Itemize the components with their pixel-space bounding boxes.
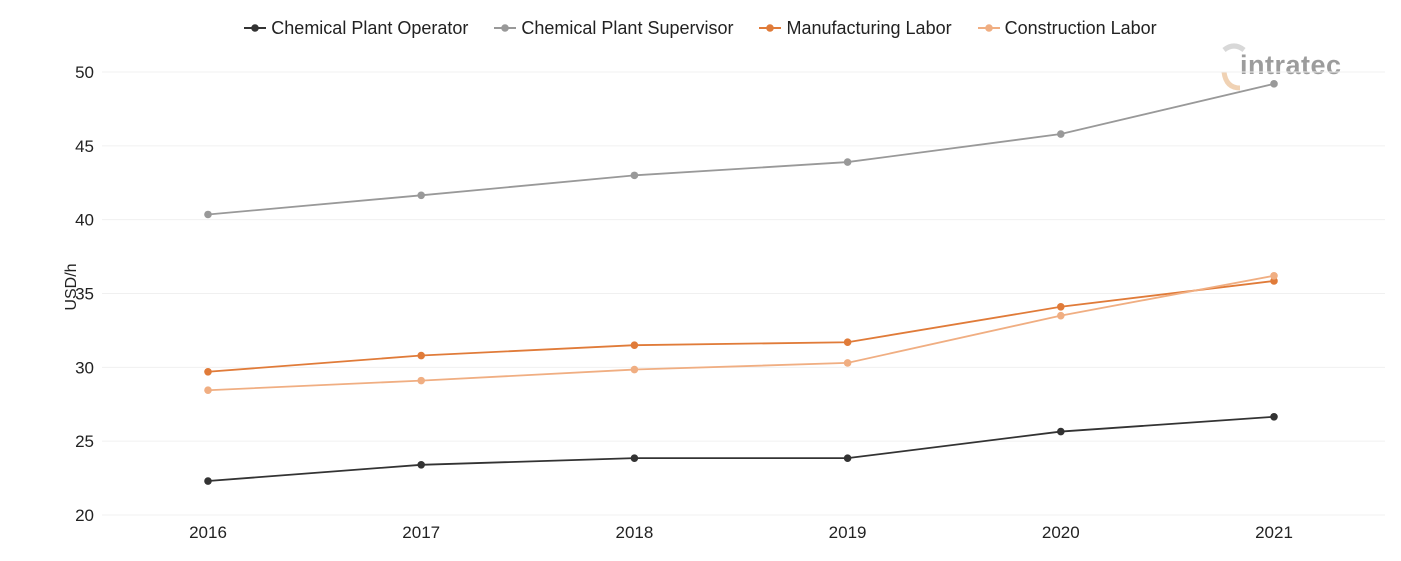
- legend-swatch-dot: [251, 24, 260, 32]
- data-point: [843, 359, 852, 367]
- legend-item[interactable]: Chemical Plant Supervisor: [494, 18, 733, 39]
- data-point: [417, 376, 426, 385]
- data-point: [417, 191, 426, 200]
- x-tick-label: 2017: [402, 523, 440, 542]
- legend-item[interactable]: Chemical Plant Operator: [244, 18, 468, 39]
- y-tick-label: 35: [75, 285, 94, 304]
- legend-swatch: [244, 24, 267, 32]
- legend-swatch-dot: [766, 24, 775, 32]
- intratec-logo-mark-icon: [1221, 43, 1246, 91]
- data-point: [843, 454, 852, 462]
- legend-label: Chemical Plant Supervisor: [521, 17, 734, 38]
- intratec-logo: intratec: [1218, 42, 1341, 92]
- data-point: [1057, 130, 1065, 138]
- series-line: [207, 415, 1275, 482]
- x-tick-label: 2019: [829, 523, 867, 542]
- legend-swatch-dot: [984, 24, 993, 32]
- data-point: [843, 158, 852, 166]
- y-tick-label: 50: [75, 63, 94, 82]
- data-point: [1057, 302, 1065, 311]
- data-point: [843, 338, 852, 347]
- intratec-logo-text: intratec: [1240, 50, 1342, 80]
- legend-swatch: [977, 24, 1000, 32]
- y-tick-label: 40: [75, 211, 94, 230]
- legend-swatch: [759, 24, 782, 32]
- data-point: [204, 386, 212, 395]
- data-point: [1270, 271, 1278, 280]
- legend-label: Construction Labor: [1004, 17, 1157, 38]
- data-point: [204, 477, 212, 485]
- x-tick-label: 2016: [189, 523, 227, 542]
- legend-label: Manufacturing Labor: [786, 17, 952, 38]
- data-point: [204, 210, 212, 219]
- data-point: [1057, 427, 1065, 436]
- x-tick-label: 2020: [1042, 523, 1080, 542]
- series-line: [207, 280, 1275, 373]
- data-point: [630, 171, 639, 180]
- y-tick-label: 25: [75, 432, 94, 451]
- data-point: [1057, 311, 1065, 320]
- y-tick-label: 45: [75, 137, 94, 156]
- y-tick-label: 30: [75, 358, 94, 377]
- series-line: [207, 274, 1275, 392]
- data-point: [630, 365, 639, 374]
- series-line: [207, 82, 1275, 216]
- data-point: [1270, 413, 1278, 421]
- data-point: [1270, 80, 1278, 88]
- x-tick-label: 2018: [615, 523, 653, 542]
- data-point: [417, 351, 426, 360]
- data-point: [630, 341, 639, 349]
- data-point: [630, 454, 639, 462]
- legend-swatch: [494, 24, 517, 32]
- legend-label: Chemical Plant Operator: [271, 17, 469, 38]
- data-point: [204, 367, 212, 376]
- y-tick-label: 20: [75, 506, 94, 525]
- legend-item[interactable]: Construction Labor: [977, 17, 1157, 39]
- legend-swatch-dot: [501, 24, 510, 32]
- chart-legend: Chemical Plant Operator Chemical Plant Su…: [0, 14, 1401, 42]
- data-point: [417, 460, 426, 469]
- x-tick-label: 2021: [1255, 523, 1293, 542]
- y-axis-title: USD/h: [63, 263, 80, 310]
- legend-item[interactable]: Manufacturing Labor: [759, 17, 952, 39]
